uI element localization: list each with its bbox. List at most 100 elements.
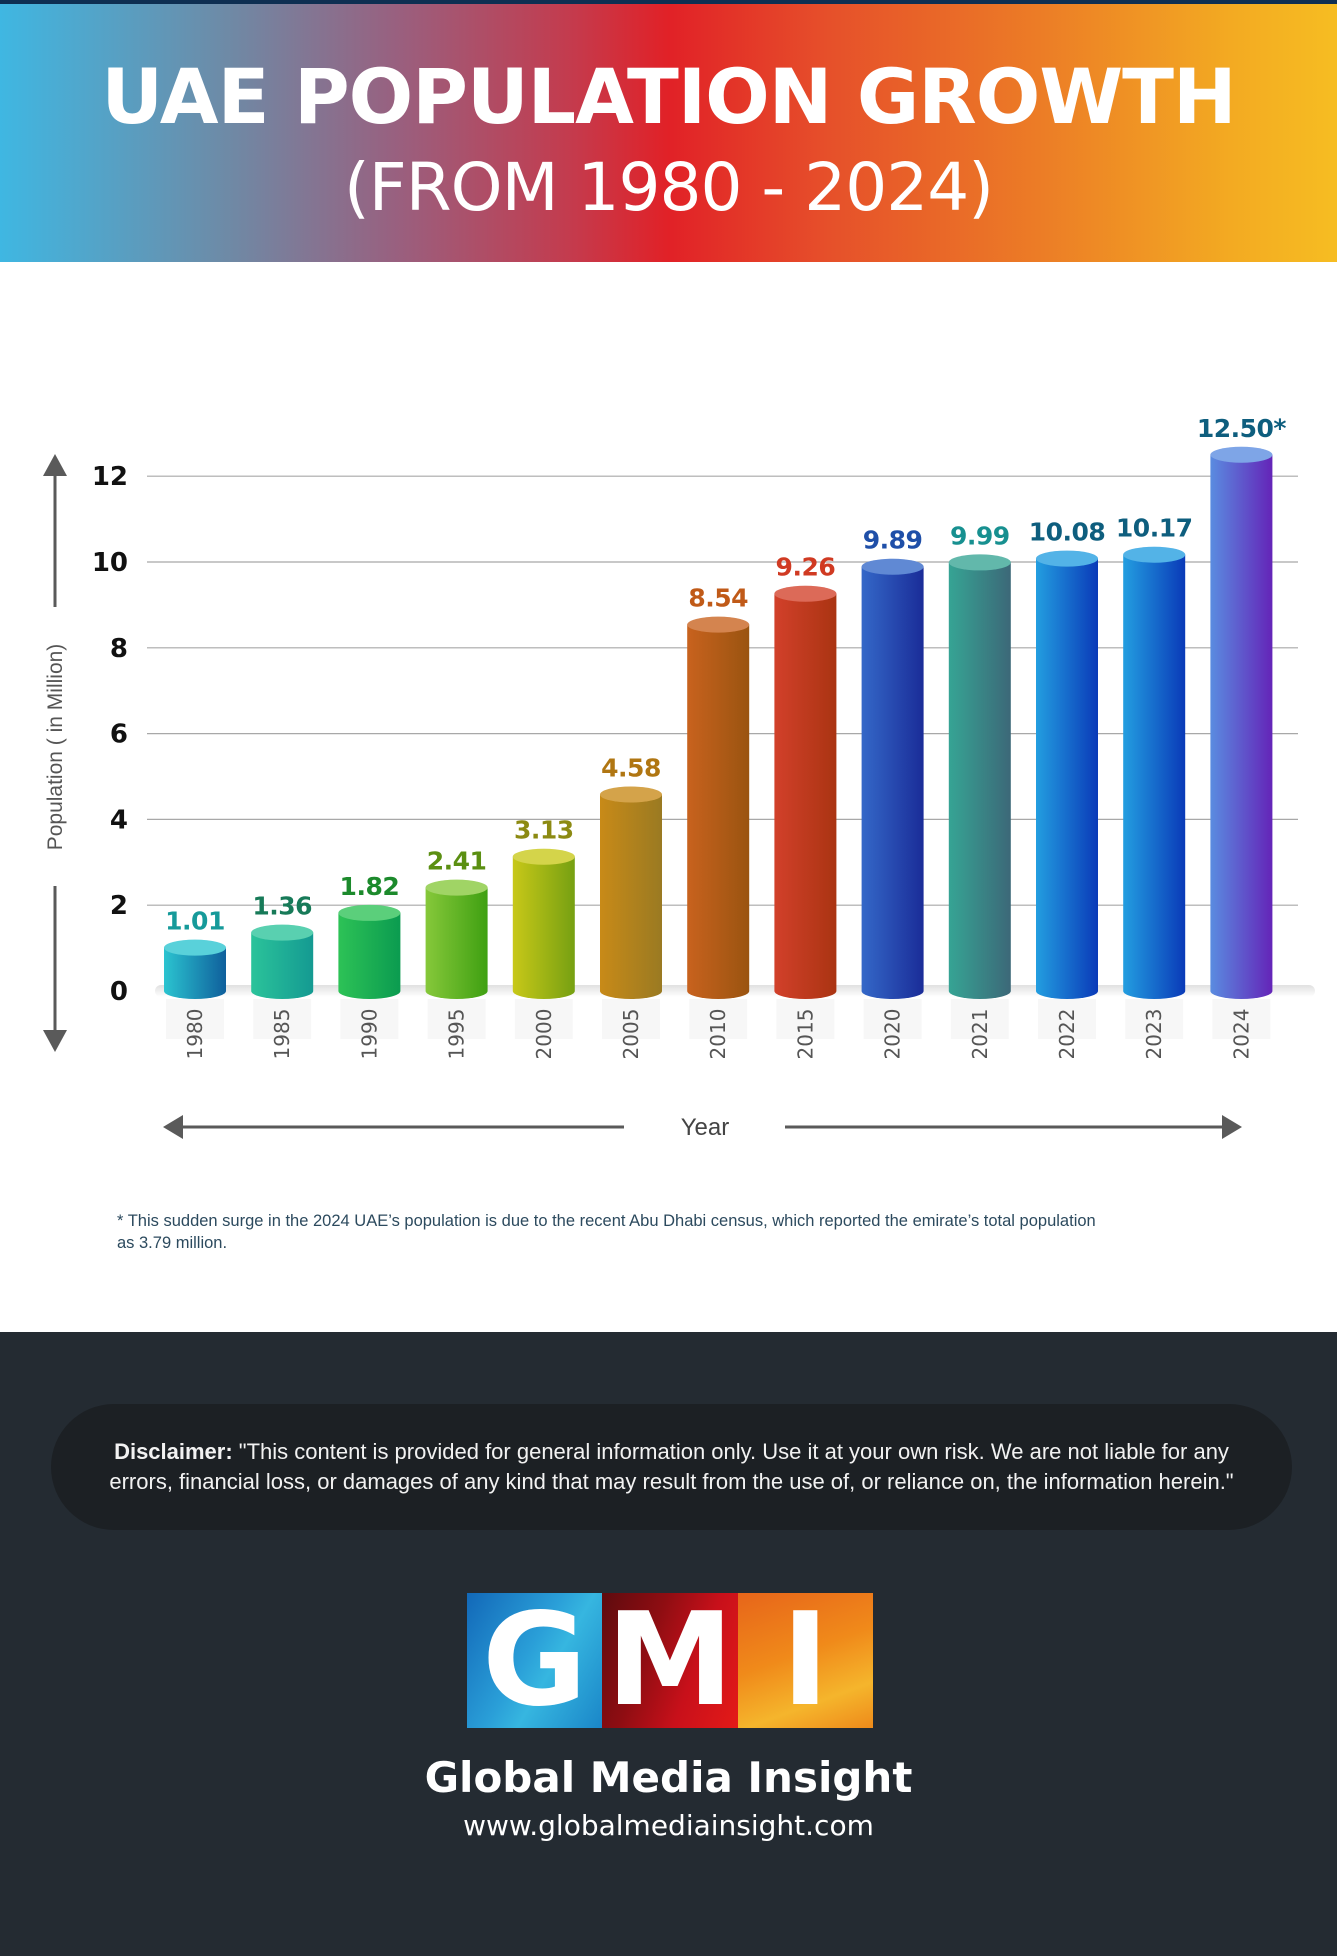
bar-body (687, 624, 750, 999)
bar-top (861, 558, 924, 575)
bar-2023 (1123, 546, 1186, 999)
x-tick-label: 2000 (532, 1009, 556, 1060)
bar-1990 (338, 904, 401, 999)
logo-tile-i: I (737, 1593, 873, 1728)
bar-2005 (600, 786, 662, 999)
bar-body (164, 947, 226, 999)
y-tick-label: 2 (110, 891, 128, 921)
bar-2000 (512, 848, 575, 999)
bar-top-highlight (687, 616, 750, 633)
y-tick-label: 8 (110, 634, 128, 664)
y-tick-label: 4 (110, 805, 128, 835)
bar-top (251, 924, 314, 941)
bar-2021 (948, 554, 1011, 999)
x-tick-label: 2005 (619, 1009, 643, 1060)
labels: 1.01 1980 1.36 1985 1.82 1990 2.41 1995 3.13 2000… (165, 414, 1287, 1060)
data-label: 1.01 (165, 907, 225, 936)
bar-2020 (861, 558, 924, 999)
x-tick-label: 2023 (1142, 1009, 1166, 1060)
top-strip (0, 0, 1337, 4)
disclaimer-body: "This content is provided for general in… (109, 1439, 1234, 1494)
bar-body (1123, 554, 1186, 999)
bar-top-highlight (251, 924, 314, 941)
x-tick-label: 1980 (183, 1009, 207, 1060)
x-tick-label: 2020 (881, 1009, 905, 1060)
bar-top-highlight (338, 904, 401, 921)
logo-letter-g: G (482, 1593, 588, 1728)
bar-1995 (425, 879, 488, 999)
bar-body (338, 912, 401, 999)
data-label: 1.82 (340, 872, 400, 901)
x-tick-label: 2015 (793, 1009, 817, 1060)
brand-url[interactable]: www.globalmediainsight.com (463, 1809, 874, 1842)
bar-2015 (774, 585, 837, 999)
y-axis-label: Population ( in Million) (44, 644, 67, 851)
bar-top-highlight (861, 558, 924, 575)
header-banner: UAE POPULATION GROWTH (FROM 1980 - 2024) (0, 4, 1337, 262)
bar-top-highlight (512, 848, 575, 865)
y-tick-label: 10 (92, 548, 128, 578)
bar-top-highlight (425, 879, 488, 896)
bar-body (512, 856, 575, 999)
bar-1985 (251, 924, 314, 999)
bars (164, 446, 1273, 999)
gmi-logo: G M I (467, 1593, 873, 1728)
bar-body (251, 932, 314, 999)
bar-2024 (1210, 446, 1273, 999)
bar-top (600, 786, 662, 803)
axes: 0 2 4 6 8 10 12 Population ( in Million) Year (43, 454, 1242, 1141)
data-label: 2.41 (427, 847, 487, 876)
x-tick-label: 1990 (357, 1009, 381, 1060)
data-label: 12.50* (1197, 414, 1287, 443)
bar-top (425, 879, 488, 896)
data-label: 1.36 (252, 892, 312, 921)
bar-top-highlight (1123, 546, 1186, 563)
bar-body (948, 562, 1011, 999)
x-tick-label: 2022 (1055, 1009, 1079, 1060)
x-tick-label: 2010 (706, 1009, 730, 1060)
x-axis-arrow-right-icon (1222, 1115, 1242, 1139)
bar-body (861, 566, 924, 999)
footer: Disclaimer: "This content is provided fo… (0, 1332, 1337, 1956)
bar-body (600, 794, 662, 999)
bar-top-highlight (600, 786, 662, 803)
y-tick-label: 12 (92, 462, 128, 492)
brand-name: Global Media Insight (424, 1753, 913, 1802)
bar-top-highlight (774, 585, 837, 602)
data-label: 9.99 (950, 521, 1010, 550)
data-label: 9.26 (776, 553, 836, 582)
logo-tile-m: M (602, 1593, 738, 1728)
logo-letter-i: I (781, 1593, 830, 1728)
chart-footnote: * This sudden surge in the 2024 UAE’s po… (117, 1212, 1096, 1252)
population-bar-chart: 0 2 4 6 8 10 12 Population ( in Million) Year 1.… (43, 414, 1315, 1141)
bar-2022 (1036, 550, 1098, 999)
bar-top (164, 939, 226, 956)
data-label: 3.13 (514, 816, 574, 845)
data-label: 10.08 (1029, 518, 1106, 547)
bar-top-highlight (948, 554, 1011, 571)
bar-body (1036, 558, 1098, 999)
y-tick-label: 6 (110, 720, 128, 750)
logo-tile-g: G (467, 1593, 603, 1728)
bar-body (1210, 454, 1273, 999)
bar-top (1210, 446, 1273, 463)
bar-top (338, 904, 401, 921)
x-tick-label: 2024 (1229, 1009, 1253, 1060)
page-title: UAE POPULATION GROWTH (101, 52, 1236, 141)
y-axis-arrow-down-icon (43, 1030, 67, 1052)
bar-top-highlight (1210, 446, 1273, 463)
bar-top-highlight (1036, 550, 1098, 567)
bar-top (687, 616, 750, 633)
x-axis-arrow-left-icon (163, 1115, 183, 1139)
bar-1980 (164, 939, 226, 999)
disclaimer-box: Disclaimer: "This content is provided fo… (51, 1404, 1292, 1530)
x-tick-label: 1995 (445, 1009, 469, 1060)
disclaimer-text: Disclaimer: "This content is provided fo… (92, 1437, 1252, 1497)
bar-top (1123, 546, 1186, 563)
bar-2010 (687, 616, 750, 999)
disclaimer-label: Disclaimer: (114, 1439, 233, 1464)
x-axis-label: Year (681, 1114, 730, 1141)
bar-body (425, 887, 488, 999)
page-subtitle: (FROM 1980 - 2024) (344, 149, 994, 226)
data-label: 8.54 (688, 584, 748, 613)
